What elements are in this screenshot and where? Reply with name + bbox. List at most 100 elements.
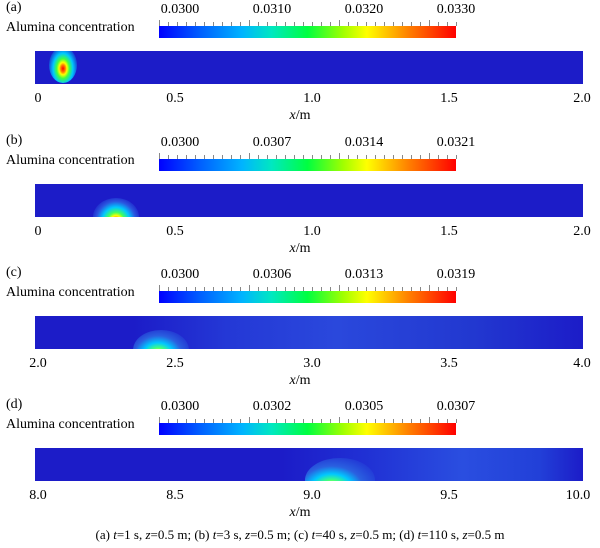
axis-tick-label: 3.0 [303, 356, 321, 371]
colorbar-minor-tick [312, 22, 313, 26]
colorbar-minor-tick [258, 287, 259, 291]
colorbar-minor-tick [312, 419, 313, 423]
colorbar-minor-tick [456, 155, 457, 159]
axis-label-var: x [289, 505, 296, 520]
colorbar-minor-tick [294, 287, 295, 291]
axis-tick-label: 1.5 [440, 224, 458, 239]
colorbar-minor-tick [222, 22, 223, 26]
axis-tick-label: 2.0 [29, 356, 47, 371]
colorbar-minor-tick [240, 155, 241, 159]
caption-var: t [417, 527, 422, 542]
colorbar-minor-tick [240, 419, 241, 423]
colorbar-minor-tick [168, 155, 169, 159]
colorbar-tick-label: 0.0321 [436, 135, 476, 150]
axis-tick-label: 8.5 [166, 488, 184, 503]
colorbar-minor-tick [393, 155, 394, 159]
colorbar-minor-tick [330, 22, 331, 26]
colorbar-minor-tick [276, 287, 277, 291]
concentration-field [35, 448, 583, 481]
axis-tick-label: 9.0 [303, 488, 321, 503]
colorbar-minor-tick [249, 417, 250, 423]
colorbar-minor-tick [402, 155, 403, 159]
axis-label: x/m [290, 373, 311, 389]
colorbar-minor-tick [285, 287, 286, 291]
axis-tick-label: 1.5 [440, 91, 458, 106]
colorbar-minor-tick [258, 419, 259, 423]
colorbar-minor-tick [357, 155, 358, 159]
caption-part: (b) [191, 527, 213, 542]
colorbar-minor-tick [375, 419, 376, 423]
concentration-field [35, 51, 583, 84]
colorbar-minor-tick [312, 287, 313, 291]
caption-var: z [245, 527, 251, 542]
caption-var: t [311, 527, 316, 542]
caption-part: (d) [395, 527, 418, 542]
colorbar-minor-tick [402, 22, 403, 26]
colorbar-minor-tick [222, 155, 223, 159]
colorbar-tick-label: 0.0330 [436, 2, 476, 17]
panel-a: (a) Alumina concentration 0.0300 0.0310 … [0, 0, 600, 130]
axis-label-var: x [289, 373, 296, 388]
colorbar-minor-tick [186, 155, 187, 159]
panel-tag: (c) [6, 265, 22, 280]
axis-label-unit: /m [295, 505, 311, 520]
colorbar-minor-tick [195, 22, 196, 26]
axis-label-unit: /m [295, 241, 311, 256]
axis-tick-label: 10.0 [565, 488, 591, 503]
colorbar-minor-tick [411, 155, 412, 159]
colorbar-minor-tick [429, 20, 430, 26]
colorbar-minor-tick [213, 419, 214, 423]
colorbar-minor-tick [213, 155, 214, 159]
caption-var: z [350, 527, 356, 542]
colorbar-minor-tick [456, 419, 457, 423]
colorbar-tick-label: 0.0305 [344, 399, 384, 414]
concentration-hotspot [93, 198, 139, 217]
colorbar-minor-tick [366, 155, 367, 159]
axis-tick-label: 4.0 [573, 356, 591, 371]
colorbar-minor-tick [267, 22, 268, 26]
colorbar-minor-tick [213, 287, 214, 291]
axis-tick-label: 2.0 [573, 91, 591, 106]
colorbar-tick-label: 0.0307 [252, 135, 292, 150]
colorbar-minor-tick [222, 287, 223, 291]
axis-tick-label: 1.0 [303, 91, 321, 106]
axis-tick-label: 0.5 [166, 224, 184, 239]
colorbar-minor-tick [294, 155, 295, 159]
colorbar-tick-label: 0.0307 [436, 399, 476, 414]
colorbar-minor-tick [168, 419, 169, 423]
colorbar-minor-tick [177, 155, 178, 159]
colorbar-minor-tick [429, 285, 430, 291]
colorbar-minor-tick [267, 287, 268, 291]
axis-tick-label: 2.5 [166, 356, 184, 371]
caption-var: t [113, 527, 117, 542]
caption-part: =1 s, [116, 527, 146, 542]
colorbar-minor-tick [276, 22, 277, 26]
axis-label-unit: /m [295, 373, 311, 388]
colorbar-minor-tick [447, 155, 448, 159]
colorbar-minor-tick [456, 287, 457, 291]
axis-label-var: x [289, 241, 296, 256]
caption-part: =110 s, [421, 527, 463, 542]
colorbar-minor-tick [330, 155, 331, 159]
colorbar-minor-tick [303, 287, 304, 291]
colorbar-title: Alumina concentration [6, 285, 135, 300]
colorbar-tick-label: 0.0319 [436, 267, 476, 282]
concentration-hotspot [49, 51, 77, 83]
colorbar-minor-tick [195, 287, 196, 291]
axis-label: x/m [290, 241, 311, 257]
colorbar-tick-label: 0.0300 [160, 399, 200, 414]
colorbar-minor-tick [195, 155, 196, 159]
colorbar-minor-tick [258, 155, 259, 159]
colorbar-minor-tick [339, 20, 340, 26]
colorbar-minor-tick [375, 155, 376, 159]
colorbar-minor-tick [186, 22, 187, 26]
colorbar-minor-tick [447, 419, 448, 423]
colorbar [159, 20, 457, 38]
colorbar-minor-tick [159, 20, 160, 26]
colorbar-minor-tick [348, 22, 349, 26]
colorbar-minor-tick [168, 22, 169, 26]
panel-tag: (d) [6, 397, 23, 412]
colorbar-minor-tick [375, 287, 376, 291]
colorbar-minor-tick [159, 153, 160, 159]
colorbar-minor-tick [249, 20, 250, 26]
